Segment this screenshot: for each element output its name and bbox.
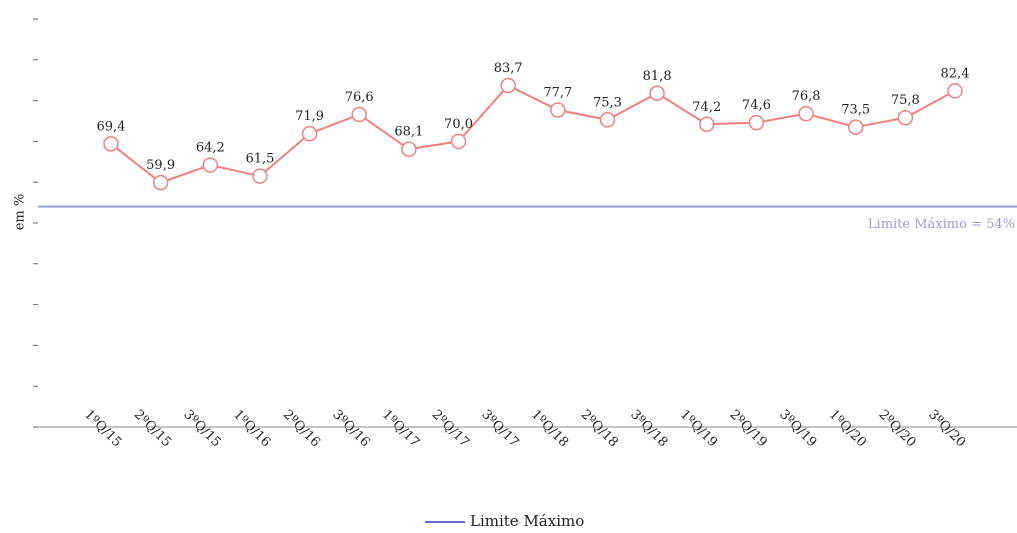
- x-tick-label: 3ºQ/17: [478, 407, 521, 450]
- x-tick-label: 1ºQ/20: [826, 407, 869, 450]
- value-label: 77,7: [543, 85, 572, 100]
- point: [103, 136, 119, 152]
- value-label: 82,4: [941, 66, 970, 81]
- point: [699, 116, 715, 133]
- x-tick-label: 1ºQ/16: [230, 407, 273, 450]
- x-tick-label: 3ºQ/20: [925, 407, 968, 450]
- y-axis-label: em %: [13, 194, 28, 231]
- point: [351, 106, 367, 123]
- x-tick-label: 2ºQ/19: [727, 407, 770, 450]
- legend-label: Limite Máximo: [470, 512, 584, 530]
- value-label: 75,3: [593, 95, 622, 110]
- point: [897, 109, 914, 126]
- value-label: 73,5: [841, 103, 870, 118]
- x-tick-label: 2ºQ/16: [280, 407, 323, 450]
- value-label: 76,6: [345, 90, 374, 105]
- x-tick-label: 2ºQ/18: [578, 407, 621, 450]
- x-tick-label: 2ºQ/15: [131, 407, 174, 450]
- point: [401, 141, 417, 157]
- x-tick-label: 3ºQ/16: [329, 407, 372, 450]
- value-label: 71,9: [295, 109, 324, 124]
- value-label: 69,4: [97, 119, 126, 134]
- point: [947, 83, 963, 99]
- value-label: 64,2: [196, 141, 225, 156]
- limit-label: Limite Máximo = 54%: [868, 217, 1015, 232]
- x-tick-label: 3ºQ/19: [776, 407, 819, 450]
- value-label: 70,0: [444, 117, 473, 132]
- point: [252, 168, 268, 184]
- value-label: 76,8: [792, 89, 821, 104]
- x-tick-label: 1ºQ/19: [677, 407, 720, 450]
- point: [798, 105, 814, 122]
- x-tick-label: 2ºQ/17: [429, 407, 472, 450]
- value-label: 74,2: [692, 100, 721, 115]
- x-tick-label: 3ºQ/18: [627, 407, 670, 450]
- value-label: 83,7: [494, 61, 523, 76]
- point: [500, 77, 516, 94]
- point: [301, 125, 318, 142]
- line: [110, 84, 956, 184]
- value-label: 59,9: [146, 158, 175, 173]
- x-tick-label: 1ºQ/15: [81, 407, 124, 450]
- x-tick-label: 2ºQ/20: [876, 407, 919, 450]
- value-label: 81,8: [643, 69, 672, 84]
- point: [847, 119, 864, 135]
- value-label: 61,5: [245, 152, 274, 167]
- x-tick-label: 3ºQ/15: [180, 407, 223, 450]
- point: [748, 114, 765, 131]
- point: [450, 133, 467, 150]
- point: [649, 85, 665, 102]
- point: [599, 112, 616, 128]
- point: [152, 174, 169, 191]
- x-tick-label: 1ºQ/18: [528, 407, 571, 450]
- x-tick-label: 1ºQ/17: [379, 407, 422, 450]
- value-label: 74,6: [742, 98, 771, 113]
- value-label: 75,8: [891, 93, 920, 108]
- point: [202, 157, 219, 173]
- point: [550, 102, 566, 118]
- value-label: 68,1: [394, 125, 423, 140]
